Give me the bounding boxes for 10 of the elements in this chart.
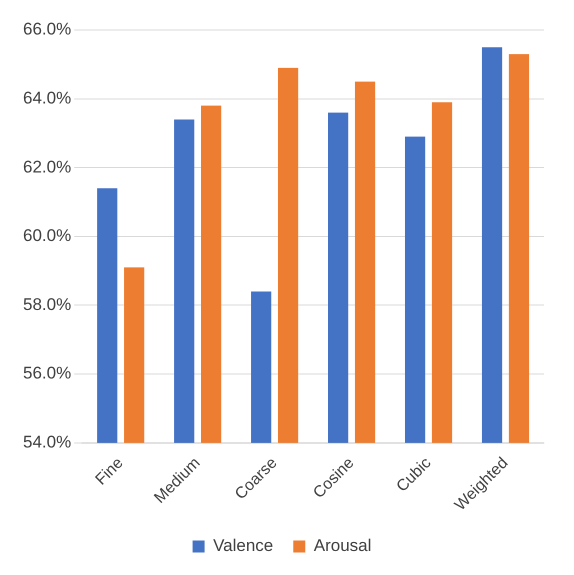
y-tick-label: 64.0% <box>23 88 72 108</box>
y-tick-label: 56.0% <box>23 364 72 383</box>
legend-label: Valence <box>213 536 274 556</box>
legend-label: Arousal <box>314 536 372 556</box>
y-tick-label: 62.0% <box>23 157 72 176</box>
y-tick-label: 60.0% <box>23 226 72 246</box>
x-tick-label: Fine <box>92 454 127 489</box>
y-tick-label: 66.0% <box>23 20 72 39</box>
y-tick-label: 58.0% <box>23 294 72 314</box>
y-tick-label: 54.0% <box>23 432 72 452</box>
